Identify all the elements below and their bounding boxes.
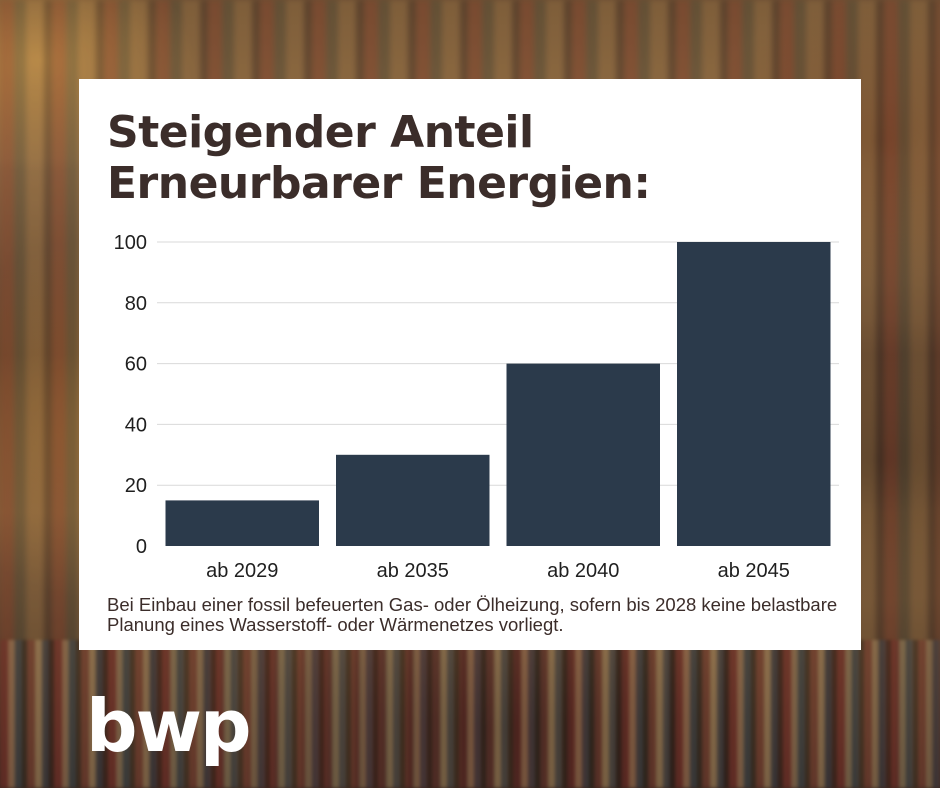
y-tick-label: 100 [114, 232, 147, 254]
chart-card: Steigender Anteil Erneurbarer Energien: … [79, 79, 861, 650]
footnote: Bei Einbau einer fossil befeuerten Gas- … [107, 594, 838, 635]
bar-chart: 0 20 40 60 80 100 ab 2029 ab 2035 ab 2040 ab 2045 [114, 232, 839, 582]
y-tick-label: 80 [125, 293, 147, 315]
y-tick-label: 40 [125, 414, 147, 436]
y-tick-label: 20 [125, 475, 147, 497]
x-tick-label: ab 2035 [377, 560, 449, 582]
chart-title: Steigender Anteil Erneurbarer Energien: [107, 107, 651, 209]
bwp-logo: bwp [86, 684, 252, 768]
bar [165, 500, 319, 546]
x-tick-label: ab 2029 [206, 560, 278, 582]
bar [506, 363, 660, 546]
y-tick-label: 60 [125, 354, 147, 376]
bar [336, 454, 490, 546]
y-tick-label: 0 [136, 536, 147, 558]
bar [677, 242, 831, 546]
x-tick-label: ab 2040 [547, 560, 619, 582]
x-tick-label: ab 2045 [718, 560, 790, 582]
